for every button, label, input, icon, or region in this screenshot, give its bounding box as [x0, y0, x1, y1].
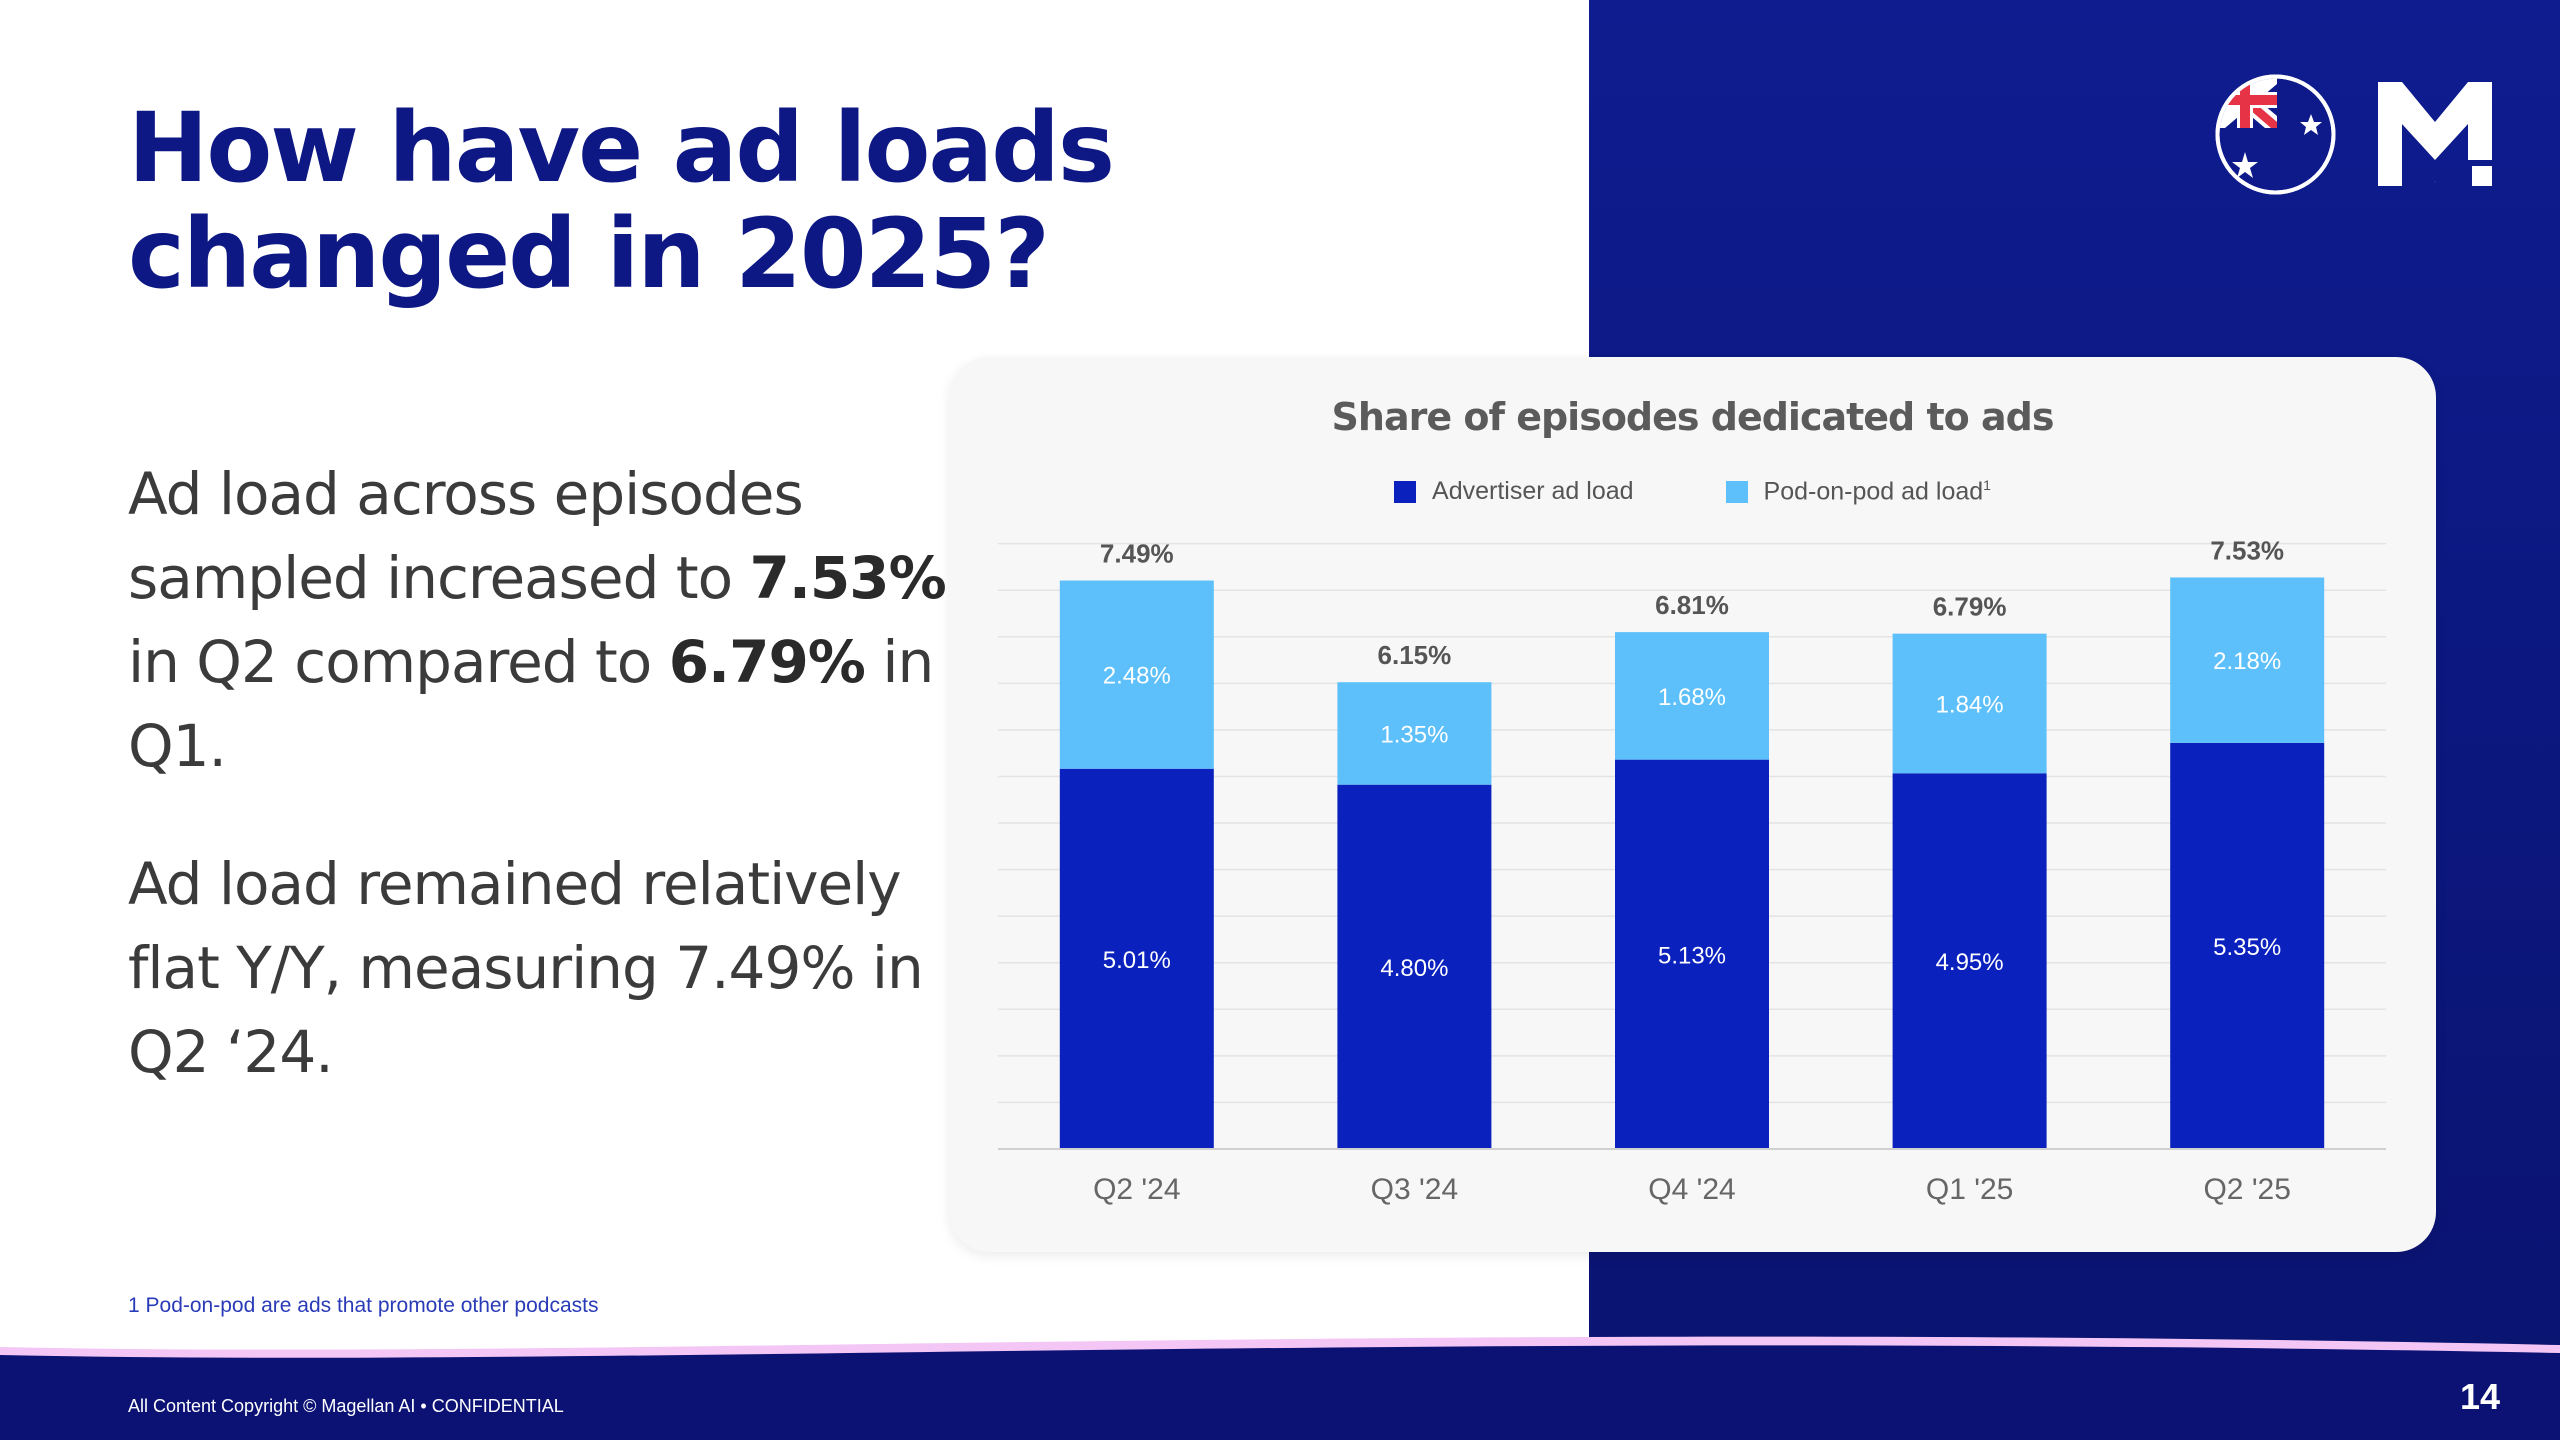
x-tick-label: Q2 '24 — [1093, 1173, 1180, 1206]
legend-label-advertiser: Advertiser ad load — [1432, 477, 1634, 506]
legend-swatch-advertiser — [1394, 480, 1417, 503]
data-label-advertiser: 4.80% — [1380, 955, 1448, 982]
data-label-pod-on-pod: 2.48% — [1103, 663, 1171, 690]
legend-footnote-marker: 1 — [1983, 477, 1991, 493]
data-label-total: 7.53% — [2210, 535, 2284, 565]
data-label-total: 7.49% — [1100, 539, 1174, 569]
data-label-pod-on-pod: 1.35% — [1380, 721, 1448, 748]
footnote: 1 Pod-on-pod are ads that promote other … — [128, 1294, 599, 1317]
data-label-pod-on-pod: 2.18% — [2213, 648, 2281, 675]
bar-advertiser — [1059, 768, 1214, 1149]
bar-advertiser — [1337, 784, 1492, 1149]
x-tick-label: Q4 '24 — [1648, 1173, 1735, 1206]
page-title: How have ad loads changed in 2025? — [128, 92, 1115, 310]
magellan-logo: M — [2378, 82, 2492, 186]
bar-pod-on-pod — [1337, 682, 1492, 785]
chart-title: Share of episodes dedicated to ads — [1331, 395, 2055, 439]
stacked-bar-chart: 5.01% 2.48% 7.49% Q2 '24 4.80% 1.35% 6.15% Q3 '… — [998, 535, 2386, 1206]
summary-paragraph-yoy: Ad load remained relatively flat Y/Y, me… — [128, 850, 924, 1086]
page-number: 14 — [2459, 1376, 2500, 1417]
data-label-advertiser: 4.95% — [1936, 949, 2004, 976]
summary-text-1: Ad load across episodes sampled increase… — [128, 460, 804, 612]
chart-legend: Advertiser ad load Pod-on-pod ad load1 — [949, 477, 2436, 506]
bar-advertiser — [1615, 759, 1769, 1149]
bar-pod-on-pod — [1059, 580, 1214, 769]
summary-text-2: in Q2 compared to — [128, 628, 669, 696]
copyright: All Content Copyright © Magellan AI • CO… — [128, 1396, 564, 1416]
legend-swatch-pod-on-pod — [1725, 480, 1748, 503]
x-tick-label: Q1 '25 — [1926, 1173, 2013, 1206]
q1-2025-value: 6.79% — [668, 628, 866, 696]
data-label-advertiser: 5.13% — [1658, 942, 1726, 969]
data-label-total: 6.15% — [1378, 640, 1452, 670]
summary-paragraph-q2: Ad load across episodes sampled increase… — [128, 452, 968, 788]
bar-pod-on-pod — [1615, 632, 1769, 760]
chart-card: Share of episodes dedicated to ads Adver… — [949, 357, 2436, 1252]
bar-advertiser — [1892, 773, 2047, 1149]
data-label-total: 6.79% — [1933, 592, 2007, 622]
x-tick-label: Q3 '24 — [1371, 1173, 1458, 1206]
q2-2025-value: 7.53% — [749, 544, 947, 612]
logo-letter: M — [2435, 181, 2436, 183]
legend-item-pod-on-pod: Pod-on-pod ad load1 — [1725, 477, 1991, 506]
summary-text-3: in Q1. — [128, 628, 934, 780]
bar-pod-on-pod — [1892, 633, 2047, 774]
legend-label-pod-on-pod: Pod-on-pod ad load — [1763, 477, 1984, 506]
australia-flag-icon — [2215, 74, 2336, 195]
data-label-total: 6.81% — [1655, 590, 1729, 620]
data-label-pod-on-pod: 1.84% — [1936, 691, 2004, 718]
x-tick-label: Q2 '25 — [2203, 1173, 2290, 1206]
bar-advertiser — [2170, 742, 2325, 1149]
footer-band — [0, 1336, 2560, 1440]
bar-pod-on-pod — [2170, 577, 2325, 743]
data-label-pod-on-pod: 1.68% — [1658, 684, 1726, 711]
legend-item-advertiser: Advertiser ad load — [1394, 477, 1634, 506]
data-label-advertiser: 5.01% — [1103, 947, 1171, 974]
data-label-advertiser: 5.35% — [2213, 934, 2281, 961]
